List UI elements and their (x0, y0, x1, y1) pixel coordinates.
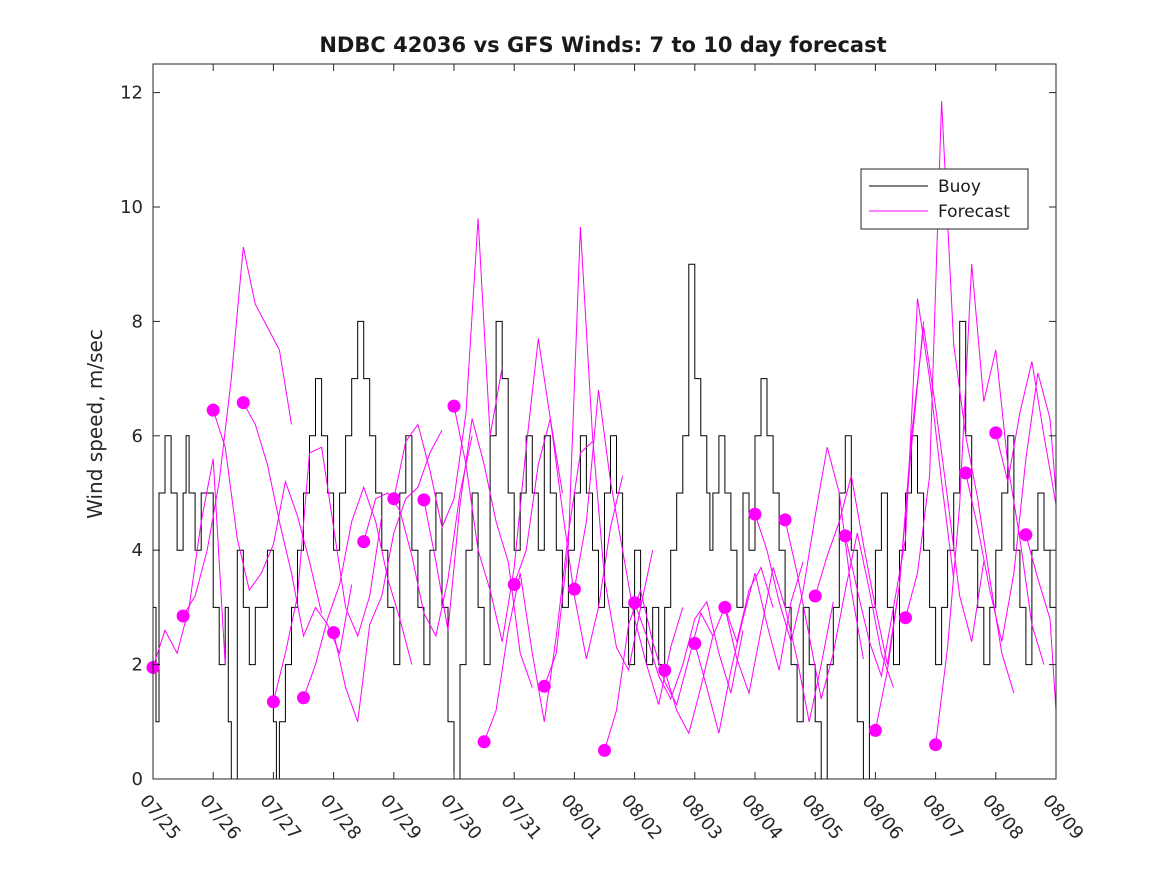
legend-box (860, 168, 1029, 230)
forecast-marker (1019, 528, 1033, 542)
forecast-line (303, 485, 413, 698)
forecast-line (393, 218, 503, 529)
forecast-line (874, 327, 985, 731)
forecast-marker (387, 492, 401, 506)
chart-title: NDBC 42036 vs GFS Winds: 7 to 10 day for… (319, 33, 886, 57)
y-axis: 0 2 4 6 8 10 12 (120, 83, 1056, 790)
forecast-marker (688, 636, 702, 650)
forecast-line (453, 338, 563, 642)
forecast-marker (236, 396, 250, 410)
forecast-marker (537, 679, 551, 693)
y-axis-label: Wind speed, m/sec (83, 329, 107, 519)
y-tick-label: 8 (132, 311, 143, 332)
forecast-line (152, 458, 226, 668)
forecast-line (784, 519, 894, 700)
forecast-line (513, 418, 624, 660)
y-tick-label: 4 (132, 540, 143, 561)
forecast-line (423, 418, 533, 688)
forecast-marker (297, 691, 310, 705)
forecast-marker (959, 466, 973, 480)
forecast-marker (357, 535, 371, 549)
forecast-marker (808, 589, 822, 603)
forecast-marker (176, 609, 190, 623)
forecast-marker (899, 611, 912, 625)
y-tick-label: 10 (120, 197, 143, 218)
forecast-line (724, 567, 834, 722)
forecast-marker (477, 735, 491, 749)
forecast-marker (748, 507, 762, 521)
forecast-marker (327, 626, 341, 640)
forecast-line (664, 566, 774, 735)
forecast-marker (206, 403, 220, 417)
forecast-marker (989, 426, 1003, 440)
forecast-marker (868, 723, 882, 737)
forecast-line (995, 361, 1057, 505)
forecast-line (363, 435, 473, 638)
forecast-line (333, 429, 443, 722)
forecast-marker (447, 399, 461, 413)
forecast-marker (658, 663, 672, 677)
forecast-line (272, 446, 383, 702)
forecast-marker (718, 600, 732, 614)
legend-label-buoy: Buoy (938, 177, 981, 197)
forecast-line (604, 588, 714, 751)
legend-label-forecast: Forecast (938, 202, 1010, 222)
forecast-line (212, 409, 323, 614)
forecast-line (965, 372, 1057, 642)
forecast-line (543, 226, 654, 687)
y-tick-label: 12 (120, 83, 143, 104)
forecast-marker (567, 582, 581, 596)
plot-frame (152, 63, 1057, 780)
forecast-marker (598, 743, 611, 757)
forecast-marker (778, 513, 792, 527)
forecast-marker (417, 493, 431, 507)
forecast-marker (507, 578, 521, 591)
forecast-marker (266, 695, 280, 709)
legend: Buoy Forecast (860, 168, 1029, 230)
y-tick-label: 2 (132, 655, 143, 676)
forecast-line (935, 264, 1045, 745)
forecast-line (694, 561, 804, 734)
forecast-marker (929, 738, 943, 752)
forecast-marker (838, 529, 852, 543)
forecast-marker (628, 596, 642, 610)
y-tick-label: 0 (132, 769, 143, 790)
forecast-line (182, 246, 292, 617)
y-tick-label: 6 (132, 426, 143, 447)
forecast-line (844, 298, 955, 678)
